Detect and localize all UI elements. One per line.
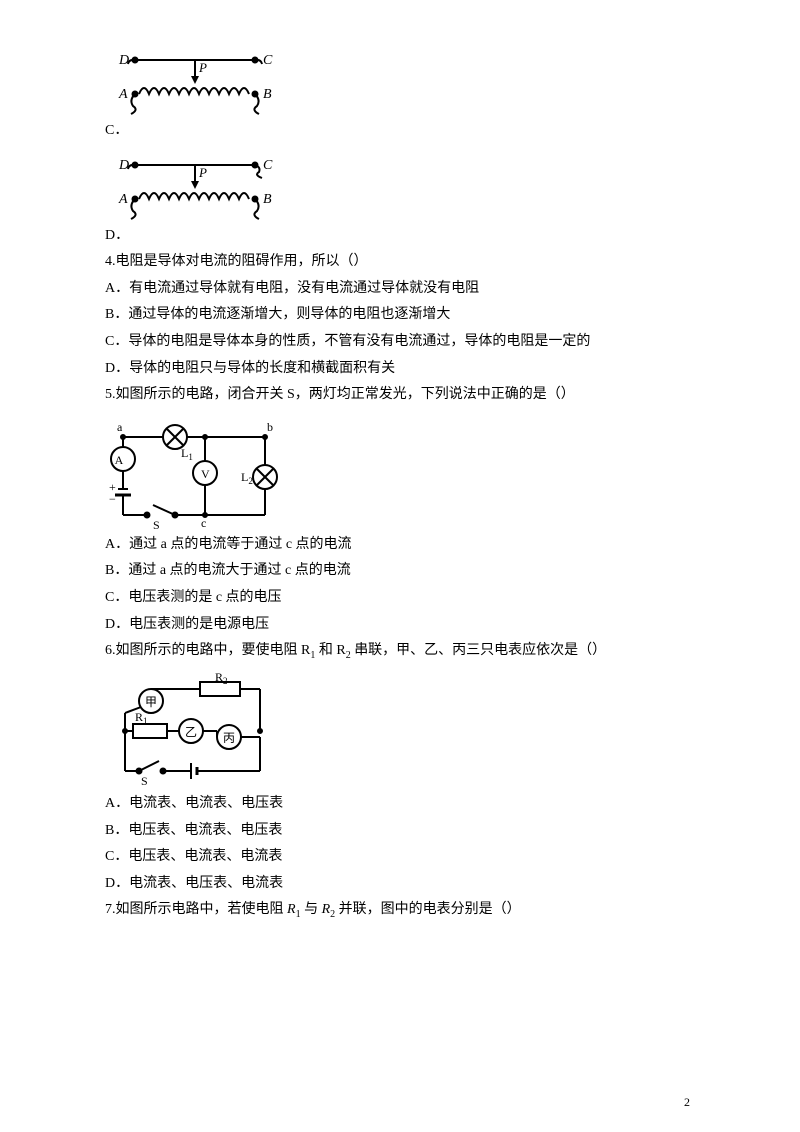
q5-stem: 5.如图所示的电路，闭合开关 S，两灯均正常发光，下列说法中正确的是（） <box>105 382 695 409</box>
switch-label: S <box>153 518 160 530</box>
q7-post: 并联，图中的电表分别是（） <box>335 902 521 917</box>
q5-figure: a b c A V L1 L2 S + − <box>105 415 695 530</box>
switch-label: S <box>141 774 148 788</box>
q4-option-a: A．有电流通过导体就有电阻，没有电流通过导体就没有电阻 <box>105 276 695 303</box>
q4-option-d: D．导体的电阻只与导体的长度和横截面积有关 <box>105 356 695 383</box>
q6-mid: 和 R <box>315 643 345 658</box>
meter-jia: 甲 <box>145 695 157 709</box>
l2-label: L2 <box>241 470 253 486</box>
q5-option-d: D．电压表测的是电源电压 <box>105 612 695 639</box>
q7-mid: 与 <box>301 902 322 917</box>
q7-r1: R <box>287 902 296 917</box>
q3-figure-d: D C A B P <box>105 151 695 221</box>
page: D C A B P C． D <box>0 0 800 1132</box>
label-b-node: b <box>267 420 273 434</box>
label-p: P <box>198 60 207 75</box>
meter-bing: 丙 <box>223 731 235 745</box>
label-b: B <box>263 87 272 102</box>
voltmeter-label: V <box>201 467 210 481</box>
label-d: D <box>118 53 129 68</box>
q6-figure: R2 R1 甲 乙 丙 S <box>105 671 695 789</box>
q6-option-b: B．电压表、电流表、电压表 <box>105 818 695 845</box>
q3-figure-c: D C A B P <box>105 46 695 116</box>
q6-stem-pre: 6.如图所示的电路中，要使电阻 R <box>105 643 310 658</box>
ammeter-label: A <box>115 453 124 467</box>
q7-pre: 7.如图所示电路中，若使电阻 <box>105 902 287 917</box>
l1-label: L1 <box>181 446 193 462</box>
battery-minus: − <box>109 492 116 506</box>
q7-stem: 7.如图所示电路中，若使电阻 R1 与 R2 并联，图中的电表分别是（） <box>105 897 695 924</box>
q6-stem: 6.如图所示的电路中，要使电阻 R1 和 R2 串联，甲、乙、丙三只电表应依次是… <box>105 638 695 665</box>
q6-option-c: C．电压表、电流表、电流表 <box>105 844 695 871</box>
r2-label: R2 <box>215 671 228 686</box>
page-number: 2 <box>684 1091 690 1114</box>
label-a: A <box>118 87 128 102</box>
q3-option-c-label: C． <box>105 118 695 145</box>
q4-option-c: C．导体的电阻是导体本身的性质，不管有没有电流通过，导体的电阻是一定的 <box>105 329 695 356</box>
q4-option-b: B．通过导体的电流逐渐增大，则导体的电阻也逐渐增大 <box>105 302 695 329</box>
label-c: C <box>263 53 273 68</box>
label-c-node: c <box>201 516 206 530</box>
q3-option-d-label: D． <box>105 223 695 250</box>
label-a-node: a <box>117 420 123 434</box>
meter-yi: 乙 <box>185 725 197 739</box>
q5-option-a: A．通过 a 点的电流等于通过 c 点的电流 <box>105 532 695 559</box>
label-b: B <box>263 192 272 207</box>
q6-option-a: A．电流表、电流表、电压表 <box>105 791 695 818</box>
label-d: D <box>118 158 129 173</box>
q6-option-d: D．电流表、电压表、电流表 <box>105 871 695 898</box>
label-a: A <box>118 192 128 207</box>
q5-option-b: B．通过 a 点的电流大于通过 c 点的电流 <box>105 558 695 585</box>
q5-option-c: C．电压表测的是 c 点的电压 <box>105 585 695 612</box>
q6-stem-post: 串联，甲、乙、丙三只电表应依次是（） <box>351 643 607 658</box>
q7-r2: R <box>322 902 331 917</box>
label-p: P <box>198 165 207 180</box>
label-c: C <box>263 158 273 173</box>
q4-stem: 4.电阻是导体对电流的阻碍作用，所以（） <box>105 249 695 276</box>
